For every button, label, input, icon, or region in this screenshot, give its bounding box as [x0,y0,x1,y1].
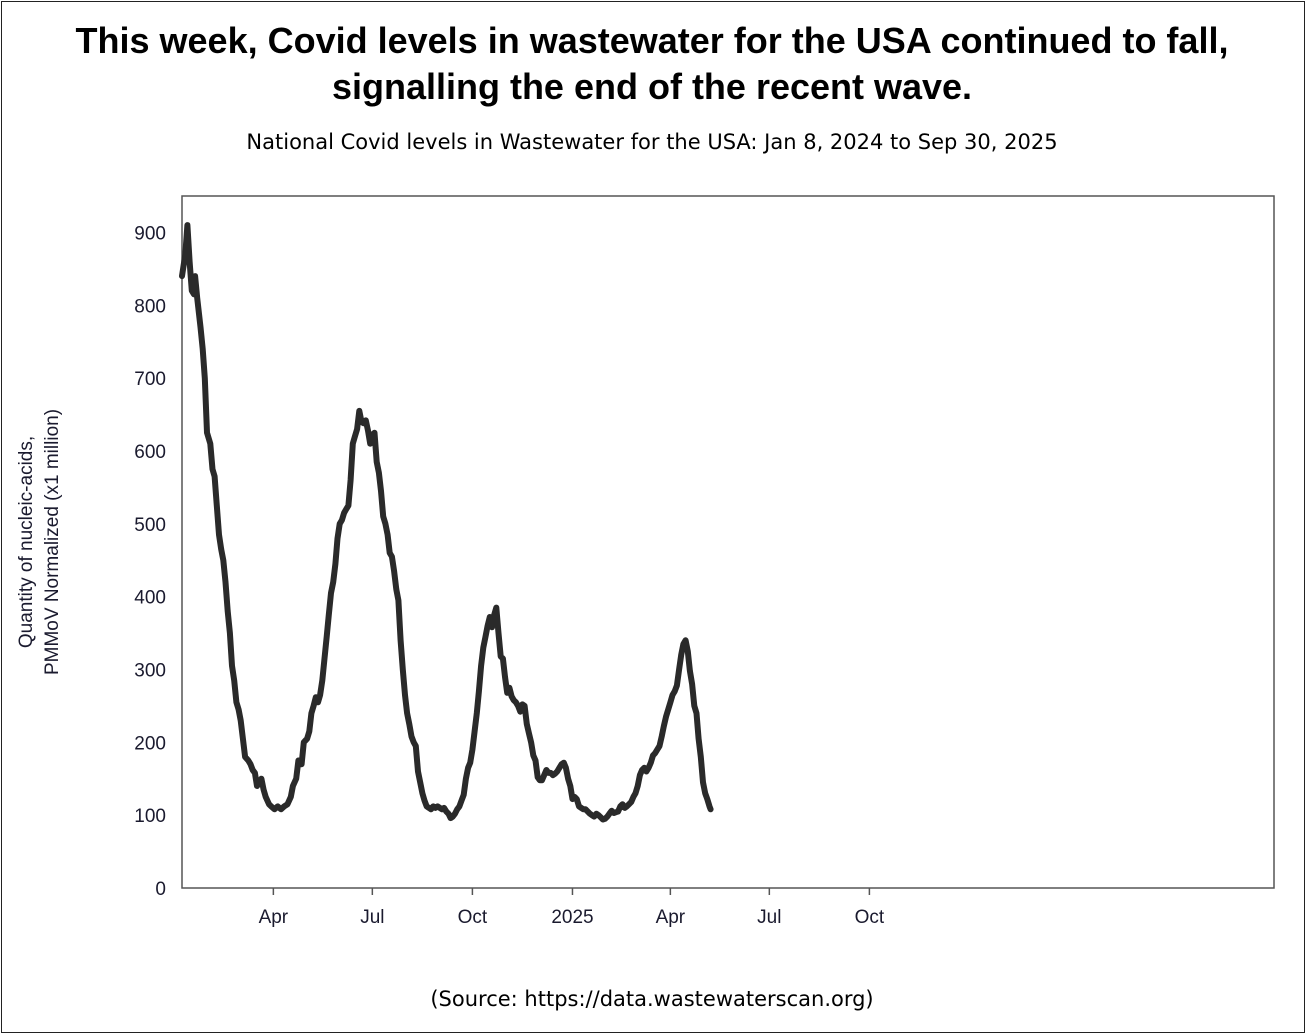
x-tick-label: Oct [855,907,885,928]
x-tick-label: Apr [656,907,686,928]
headline-line-1: This week, Covid levels in wastewater fo… [75,20,1229,61]
y-tick-label: 200 [134,733,166,754]
plot-area-border [181,195,1275,889]
x-tick-label: Jul [360,907,384,928]
y-tick-label: 800 [134,296,166,317]
chart-title: National Covid levels in Wastewater for … [246,130,1058,154]
y-tick-label: 100 [134,806,166,827]
y-tick-label: 900 [134,223,166,244]
y-tick-label: 700 [134,369,166,390]
series-line [179,222,714,823]
y-tick-label: 0 [155,879,166,900]
x-tick-label: Apr [259,907,289,928]
y-axis-title-line-1: Quantity of nucleic-acids, [16,436,37,648]
x-tick-label: Oct [458,907,488,928]
y-axis-title-line-2: PMMoV Normalized (x1 million) [42,409,63,675]
headline-line-2: signalling the end of the recent wave. [331,66,973,107]
x-tick-label: 2025 [551,907,593,928]
x-tick-label: Jul [757,907,781,928]
source-note: (Source: https://data.wastewaterscan.org… [430,987,874,1011]
y-axis-title: Quantity of nucleic-acids, PMMoV Normali… [16,409,63,675]
y-tick-label: 300 [134,660,166,681]
y-tick-label: 500 [134,515,166,536]
y-tick-label: 600 [134,442,166,463]
y-tick-label: 400 [134,588,166,609]
y-axis: 0 100 200 300 400 500 600 700 800 900 [134,223,166,900]
headline: This week, Covid levels in wastewater fo… [0,18,1304,110]
x-axis: Apr Jul Oct 2025 Apr Jul Oct [259,888,885,928]
